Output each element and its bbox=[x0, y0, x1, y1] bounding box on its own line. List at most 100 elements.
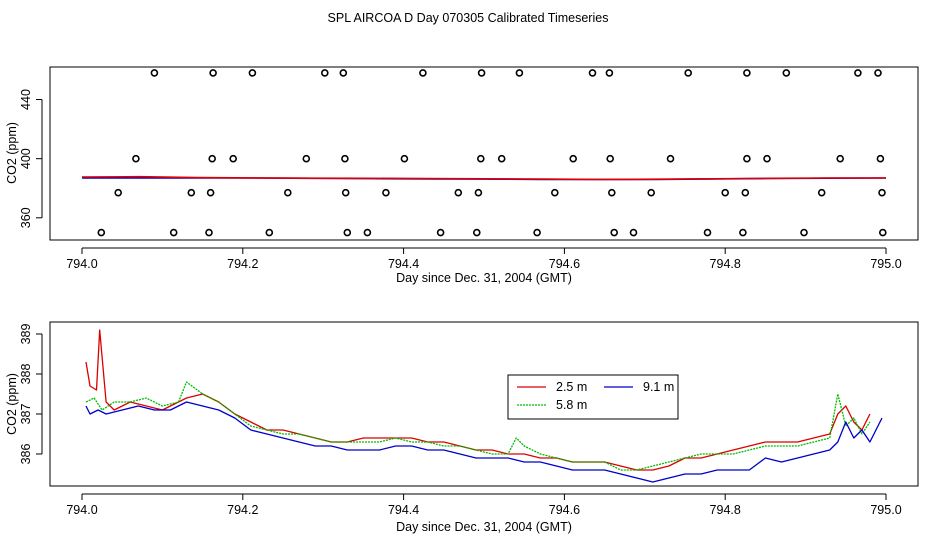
bottom-y-tick-label: 388 bbox=[19, 364, 33, 385]
top-point bbox=[400, 154, 409, 163]
top-x-tick-label: 795.0 bbox=[870, 257, 901, 271]
top-point bbox=[743, 69, 751, 77]
top-point bbox=[817, 188, 826, 197]
legend-label-5.8m: 5.8 m bbox=[556, 398, 587, 412]
top-y-tick-label: 400 bbox=[19, 148, 33, 169]
top-point bbox=[874, 69, 882, 77]
top-point bbox=[363, 228, 372, 237]
top-point bbox=[114, 188, 122, 197]
top-point bbox=[341, 154, 349, 163]
top-point bbox=[206, 188, 215, 197]
series-line-2.5m bbox=[85, 329, 871, 471]
top-lines bbox=[81, 175, 887, 181]
top-point bbox=[588, 69, 597, 77]
top-point bbox=[836, 154, 845, 163]
top-point bbox=[743, 154, 751, 163]
bottom-y-tick-label: 387 bbox=[19, 404, 33, 425]
top-point bbox=[739, 228, 747, 237]
top-point bbox=[607, 188, 616, 197]
top-point bbox=[533, 228, 541, 237]
top-point bbox=[854, 69, 862, 77]
top-points bbox=[97, 69, 887, 237]
top-point bbox=[436, 228, 445, 237]
chart-title: SPL AIRCOA D Day 070305 Calibrated Times… bbox=[328, 11, 609, 25]
bottom-y-tick-label: 386 bbox=[19, 444, 33, 465]
top-point bbox=[97, 228, 106, 237]
top-point bbox=[208, 154, 216, 163]
top-point bbox=[721, 188, 730, 197]
top-point bbox=[605, 69, 614, 77]
bottom-x-tick-label: 794.6 bbox=[549, 503, 580, 517]
series-line-5.8m bbox=[85, 381, 871, 471]
top-point bbox=[684, 69, 693, 77]
top-point bbox=[248, 69, 257, 77]
bottom-y-tick-label: 389 bbox=[19, 324, 33, 345]
bottom-plot-frame bbox=[49, 321, 919, 487]
top-point bbox=[878, 228, 887, 237]
top-point bbox=[703, 228, 712, 237]
top-point bbox=[476, 154, 485, 163]
top-point bbox=[205, 228, 213, 237]
top-point bbox=[878, 188, 886, 197]
top-x-tick-label: 794.4 bbox=[388, 257, 419, 271]
top-point bbox=[302, 154, 311, 163]
bottom-x-tick-label: 794.2 bbox=[227, 503, 258, 517]
top-y-tick-label: 360 bbox=[19, 207, 33, 228]
top-point bbox=[341, 188, 350, 197]
top-point bbox=[515, 69, 524, 77]
top-point bbox=[343, 228, 352, 237]
bottom-panel: 794.0 794.2 794.4 794.6 794.8 795.0 386 387 388… bbox=[5, 321, 919, 534]
bottom-lines bbox=[85, 329, 883, 483]
top-point bbox=[283, 188, 292, 197]
top-line-red bbox=[81, 175, 886, 181]
top-y-tick-label: 440 bbox=[19, 89, 33, 110]
bottom-x-tick-label: 794.4 bbox=[388, 503, 419, 517]
top-point bbox=[569, 154, 578, 163]
top-point bbox=[187, 188, 196, 197]
top-point bbox=[610, 228, 619, 237]
top-x-tick-label: 794.6 bbox=[549, 257, 580, 271]
bottom-y-axis: 386 387 388 389 bbox=[19, 324, 43, 465]
top-point bbox=[150, 69, 159, 77]
top-point bbox=[741, 188, 750, 197]
top-point bbox=[606, 154, 615, 163]
top-point bbox=[339, 69, 348, 77]
top-point bbox=[647, 188, 656, 197]
top-point bbox=[132, 154, 140, 163]
top-point bbox=[209, 69, 217, 77]
bottom-x-tick-label: 794.0 bbox=[66, 503, 97, 517]
top-point bbox=[497, 154, 506, 163]
top-y-label: CO2 (ppm) bbox=[5, 122, 19, 184]
top-x-axis: 794.0 794.2 794.4 794.6 794.8 795.0 bbox=[66, 247, 902, 271]
bottom-x-tick-label: 794.8 bbox=[710, 503, 741, 517]
series-line-9.1m bbox=[85, 401, 883, 483]
top-point bbox=[550, 188, 559, 197]
top-x-label: Day since Dec. 31, 2004 (GMT) bbox=[396, 271, 572, 285]
bottom-x-axis: 794.0 794.2 794.4 794.6 794.8 795.0 bbox=[66, 493, 902, 517]
top-point bbox=[472, 228, 481, 237]
bottom-y-label: CO2 (ppm) bbox=[5, 373, 19, 435]
top-point bbox=[782, 69, 791, 77]
top-point bbox=[419, 69, 427, 77]
top-point bbox=[229, 154, 237, 163]
top-plot-frame bbox=[49, 66, 919, 241]
bottom-x-tick-label: 795.0 bbox=[870, 503, 901, 517]
top-point bbox=[454, 188, 463, 197]
legend: 2.5 m 5.8 m 9.1 m bbox=[507, 374, 679, 420]
top-point bbox=[169, 228, 178, 237]
top-point bbox=[474, 188, 483, 197]
top-point bbox=[320, 69, 329, 77]
top-x-tick-label: 794.8 bbox=[710, 257, 741, 271]
top-point bbox=[800, 228, 808, 237]
top-point bbox=[876, 154, 885, 163]
top-x-tick-label: 794.0 bbox=[66, 257, 97, 271]
top-point bbox=[477, 69, 486, 77]
top-x-tick-label: 794.2 bbox=[227, 257, 258, 271]
top-point bbox=[382, 188, 390, 197]
legend-label-9.1m: 9.1 m bbox=[643, 380, 674, 394]
top-point bbox=[629, 228, 638, 237]
top-point bbox=[763, 154, 771, 163]
top-point bbox=[666, 154, 675, 163]
top-y-axis: 360 400 440 bbox=[19, 89, 43, 228]
